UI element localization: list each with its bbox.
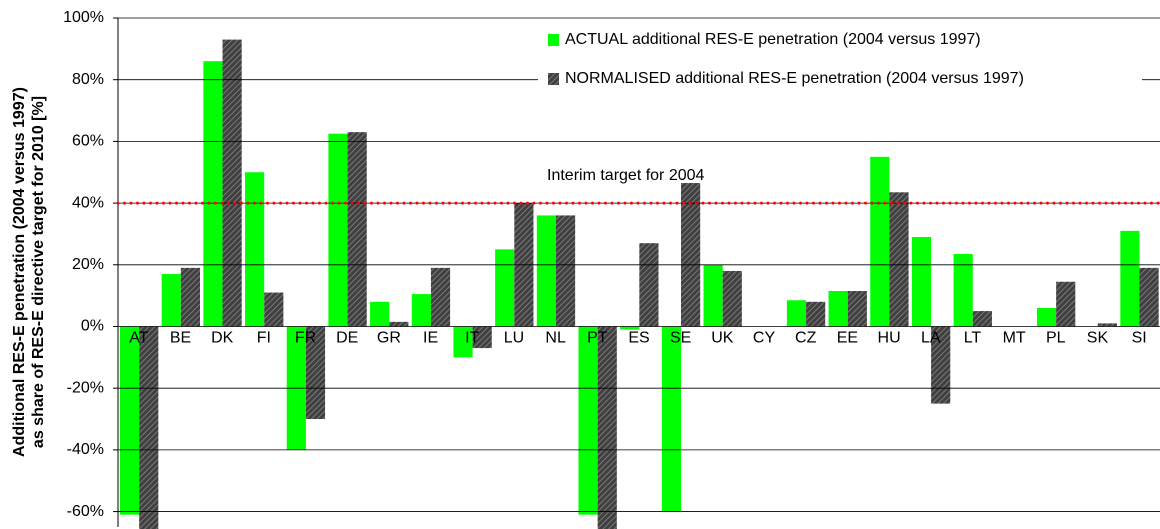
bar [1097, 323, 1117, 327]
x-tick-label: UK [711, 330, 734, 347]
legend-box [538, 22, 1142, 98]
bar [389, 321, 409, 327]
y-tick-label: 0% [81, 318, 104, 335]
bar [453, 326, 473, 358]
bar [161, 274, 181, 327]
bar [1139, 267, 1159, 327]
bar [1036, 307, 1057, 327]
bar [889, 192, 909, 327]
y-tick-label: -20% [67, 379, 104, 396]
bar [847, 291, 867, 327]
bar [139, 326, 159, 529]
x-tick-label: LA [921, 330, 941, 347]
bar [681, 183, 701, 327]
y-axis-label: as share of RES-E directive target for 2… [30, 96, 47, 448]
x-tick-label: DE [336, 330, 358, 347]
y-tick-label: 100% [63, 9, 104, 26]
y-tick-label: -60% [67, 503, 104, 520]
x-tick-label: DK [211, 330, 234, 347]
x-tick-label: SI [1132, 330, 1147, 347]
bar [911, 237, 932, 327]
legend-label: NORMALISED additional RES-E penetration … [565, 70, 1024, 87]
x-tick-label: AT [129, 330, 148, 347]
x-tick-label: NL [545, 330, 566, 347]
bar [245, 172, 265, 327]
x-tick-label: IT [465, 330, 479, 347]
bar [661, 326, 682, 512]
bar [931, 326, 951, 404]
y-tick-label: -40% [67, 441, 104, 458]
x-tick-label: GR [377, 330, 401, 347]
bar [870, 156, 890, 327]
x-tick-label: SE [670, 330, 691, 347]
x-tick-label: HU [878, 330, 901, 347]
bar [703, 264, 723, 327]
bar [180, 267, 201, 327]
x-tick-label: LU [504, 330, 524, 347]
x-tick-label: BE [170, 330, 191, 347]
bar [578, 326, 598, 515]
bar [370, 301, 390, 327]
bar [411, 294, 431, 327]
x-tick-label: FI [257, 330, 271, 347]
bar [328, 133, 348, 327]
bar [597, 326, 617, 529]
legend-swatch [548, 34, 559, 46]
bar [495, 249, 515, 327]
bar [639, 243, 659, 327]
x-tick-label: CZ [795, 330, 817, 347]
bar [305, 326, 326, 420]
bar [786, 300, 807, 327]
bar [264, 292, 284, 327]
bar [347, 132, 367, 327]
y-tick-label: 40% [72, 194, 104, 211]
x-tick-label: LT [964, 330, 982, 347]
bar [972, 311, 992, 327]
legend-label: ACTUAL additional RES-E penetration (200… [565, 31, 981, 48]
y-tick-label: 20% [72, 256, 104, 273]
bar [120, 326, 140, 515]
y-tick-label: 60% [72, 133, 104, 150]
x-tick-label: PT [587, 330, 608, 347]
bar [1056, 281, 1076, 327]
x-tick-label: EE [837, 330, 858, 347]
bar [828, 291, 848, 327]
bar [555, 215, 576, 327]
y-axis-label: Additional RES-E penetration (2004 versu… [11, 87, 28, 457]
bar [536, 215, 556, 327]
y-tick-label: 80% [72, 71, 104, 88]
bar [722, 270, 742, 327]
bar [1120, 230, 1140, 327]
x-tick-label: FR [295, 330, 316, 347]
bar [222, 39, 242, 327]
bar [472, 326, 492, 349]
bar [620, 326, 640, 330]
bar [806, 301, 826, 327]
target-label: Interim target for 2004 [547, 167, 705, 184]
bar [953, 253, 973, 327]
x-tick-label: ES [628, 330, 649, 347]
bar [430, 267, 451, 327]
x-tick-label: MT [1003, 330, 1026, 347]
x-tick-label: SK [1087, 330, 1109, 347]
x-tick-label: IE [423, 330, 438, 347]
x-tick-label: PL [1046, 330, 1066, 347]
bar [203, 61, 223, 327]
legend-swatch [548, 73, 559, 85]
x-tick-label: CY [753, 330, 776, 347]
